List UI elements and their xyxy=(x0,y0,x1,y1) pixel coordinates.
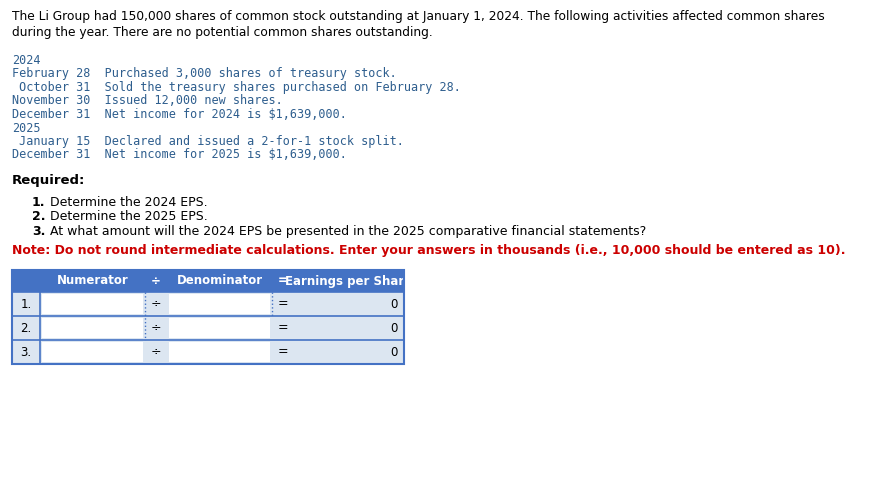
Bar xyxy=(12,340,403,364)
Text: January 15  Declared and issued a 2-for-1 stock split.: January 15 Declared and issued a 2-for-1… xyxy=(12,135,403,148)
Text: 2.: 2. xyxy=(32,210,46,224)
Text: 2.: 2. xyxy=(21,321,31,335)
Bar xyxy=(169,342,270,362)
Bar xyxy=(12,316,403,340)
Text: ÷: ÷ xyxy=(150,346,161,358)
Text: November 30  Issued 12,000 new shares.: November 30 Issued 12,000 new shares. xyxy=(12,95,283,107)
Text: =: = xyxy=(277,346,288,358)
Text: ÷: ÷ xyxy=(150,321,161,335)
Bar xyxy=(169,318,270,338)
Text: Determine the 2025 EPS.: Determine the 2025 EPS. xyxy=(50,210,207,224)
Text: 0: 0 xyxy=(390,346,398,358)
Text: Numerator: Numerator xyxy=(56,275,128,288)
Text: 0: 0 xyxy=(390,297,398,310)
Bar xyxy=(12,292,403,316)
Text: Earnings per Share: Earnings per Share xyxy=(285,275,412,288)
Text: October 31  Sold the treasury shares purchased on February 28.: October 31 Sold the treasury shares purc… xyxy=(12,81,460,94)
Text: 1.: 1. xyxy=(32,196,46,209)
Text: 3.: 3. xyxy=(32,225,46,238)
Text: =: = xyxy=(278,275,288,288)
Text: =: = xyxy=(277,297,288,310)
Text: =: = xyxy=(277,321,288,335)
Text: 2025: 2025 xyxy=(12,121,40,135)
Text: during the year. There are no potential common shares outstanding.: during the year. There are no potential … xyxy=(12,26,433,39)
Text: February 28  Purchased 3,000 shares of treasury stock.: February 28 Purchased 3,000 shares of tr… xyxy=(12,67,396,81)
Text: ÷: ÷ xyxy=(150,297,161,310)
Text: Denominator: Denominator xyxy=(176,275,262,288)
Bar xyxy=(12,270,403,292)
Text: 1.: 1. xyxy=(21,297,31,310)
Bar xyxy=(169,294,270,314)
Bar xyxy=(42,318,143,338)
Text: The Li Group had 150,000 shares of common stock outstanding at January 1, 2024. : The Li Group had 150,000 shares of commo… xyxy=(12,10,824,23)
Bar xyxy=(42,294,143,314)
Text: Note: Do not round intermediate calculations. Enter your answers in thousands (i: Note: Do not round intermediate calculat… xyxy=(12,244,845,257)
Bar xyxy=(12,270,403,364)
Text: 0: 0 xyxy=(390,321,398,335)
Text: Determine the 2024 EPS.: Determine the 2024 EPS. xyxy=(50,196,207,209)
Text: 3.: 3. xyxy=(21,346,31,358)
Text: ÷: ÷ xyxy=(151,275,161,288)
Text: December 31  Net income for 2024 is $1,639,000.: December 31 Net income for 2024 is $1,63… xyxy=(12,108,347,121)
Bar xyxy=(42,342,143,362)
Text: At what amount will the 2024 EPS be presented in the 2025 comparative financial : At what amount will the 2024 EPS be pres… xyxy=(50,225,645,238)
Text: Required:: Required: xyxy=(12,174,85,187)
Text: 2024: 2024 xyxy=(12,54,40,67)
Text: December 31  Net income for 2025 is $1,639,000.: December 31 Net income for 2025 is $1,63… xyxy=(12,148,347,161)
